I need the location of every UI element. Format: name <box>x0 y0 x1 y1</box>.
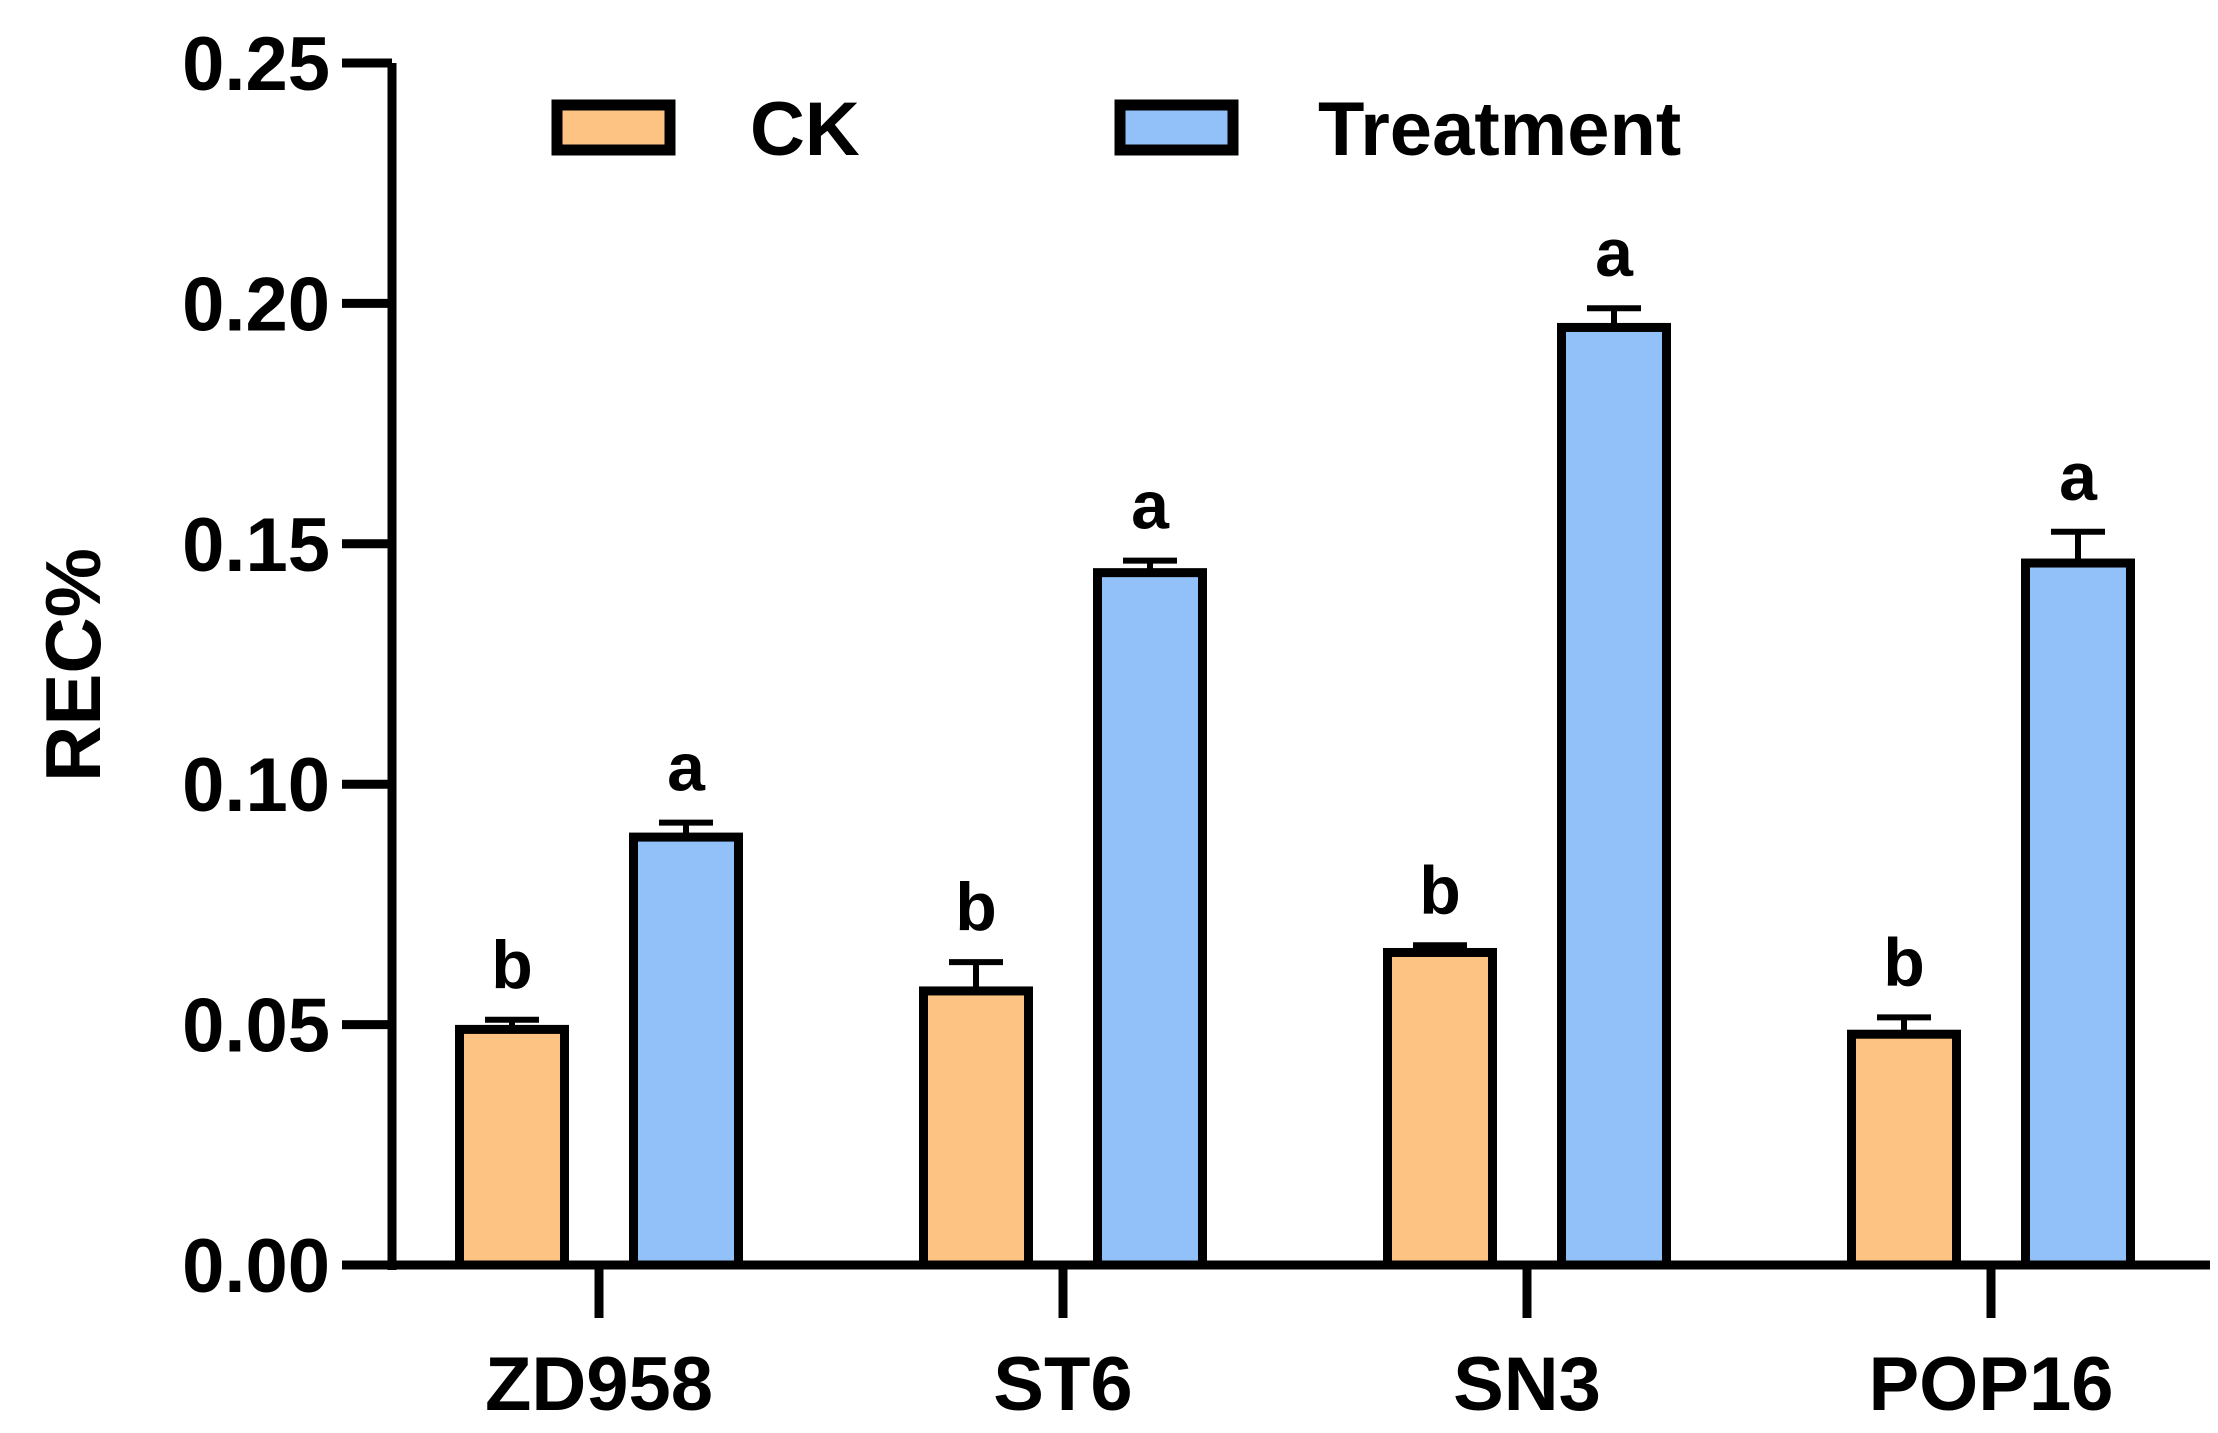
significance-label-treatment: a <box>1595 215 1634 291</box>
significance-label-treatment: a <box>2059 439 2098 515</box>
significance-label-ck: b <box>1419 852 1461 928</box>
bar-treatment <box>1093 568 1207 1270</box>
significance-label-ck: b <box>955 869 997 945</box>
significance-label-ck: b <box>1883 924 1925 1000</box>
legend-swatch-treatment <box>1114 99 1239 156</box>
significance-label-treatment: a <box>667 730 706 806</box>
legend: CK Treatment <box>551 87 1681 172</box>
bars <box>455 305 2135 1270</box>
y-tick-label: 0.00 <box>182 1224 330 1309</box>
legend-label-treatment: Treatment <box>1318 87 1681 172</box>
y-axis-title: REC% <box>29 548 117 782</box>
legend-swatch-ck <box>551 99 676 156</box>
bar-ck <box>1383 947 1497 1270</box>
bar-ck <box>455 1024 569 1270</box>
significance-label-treatment: a <box>1131 468 1170 544</box>
x-axis: ZD958 ST6 SN3 POP16 <box>388 1260 2210 1427</box>
y-tick-label: 0.25 <box>182 22 330 107</box>
significance-label-ck: b <box>491 927 533 1003</box>
bar-treatment <box>1557 322 1671 1270</box>
y-axis: 0.00 0.05 0.10 0.15 0.20 0.25 <box>182 22 397 1309</box>
y-tick-label: 0.10 <box>182 743 330 828</box>
x-tick-label: ST6 <box>993 1342 1132 1427</box>
bar-ck <box>919 986 1033 1270</box>
legend-label-ck: CK <box>750 87 860 172</box>
y-tick-label: 0.05 <box>182 984 330 1069</box>
x-tick-label: SN3 <box>1453 1342 1601 1427</box>
bar-treatment <box>2021 558 2135 1270</box>
x-tick-label: POP16 <box>1868 1342 2113 1427</box>
y-tick-label: 0.20 <box>182 262 330 347</box>
y-tick-label: 0.15 <box>182 503 330 588</box>
x-tick-label: ZD958 <box>485 1342 713 1427</box>
bar-treatment <box>629 832 743 1270</box>
bar-ck <box>1847 1029 1961 1270</box>
significance-labels: b b b b a a a a <box>491 215 2098 1003</box>
